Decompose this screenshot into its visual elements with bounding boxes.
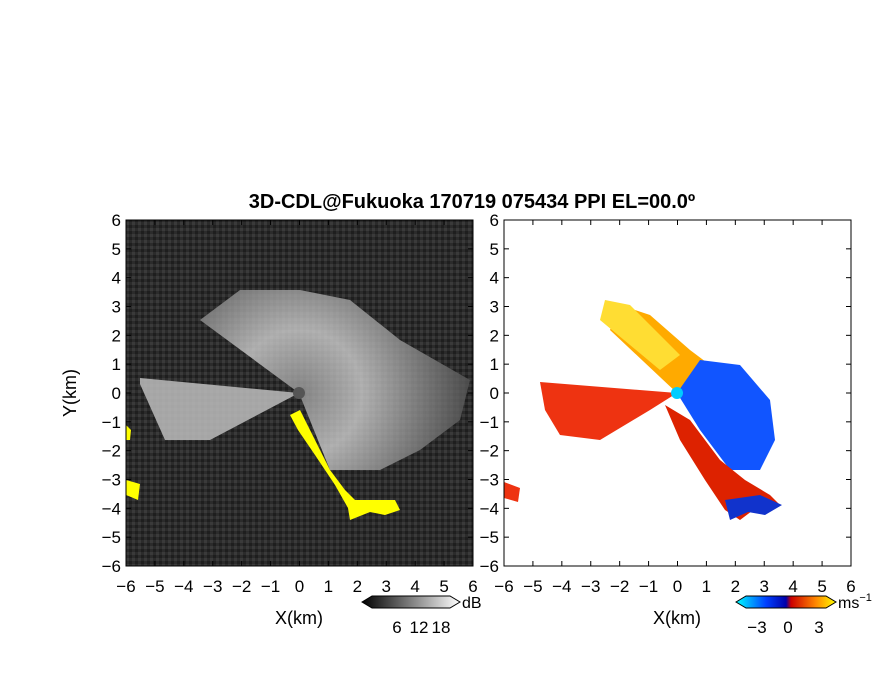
left-y-ticks: −6 −5 −4 −3 −2 −1 0 1 2 3 4 5 6: [102, 211, 473, 576]
right-x-tick-label: 3: [760, 577, 769, 596]
left-x-tick-label: −3: [203, 577, 222, 596]
left-y-tick-label: −6: [102, 557, 121, 576]
left-y-tick-label: −5: [102, 528, 121, 547]
right-x-tick-label: 4: [788, 577, 797, 596]
right-edge-patch: [504, 482, 520, 502]
right-x-ticks: −6 −5 −4 −3 −2 −1 0 1 2 3 4 5 6: [494, 220, 856, 596]
left-colorbar-bar: [361, 595, 461, 609]
left-y-axis-label: Y(km): [60, 369, 80, 417]
right-colorbar-tick-label: −3: [747, 618, 766, 637]
right-y-tick-label: 3: [490, 298, 499, 317]
left-x-tick-label: 2: [353, 577, 362, 596]
left-x-tick-label: 0: [295, 577, 304, 596]
left-y-tick-label: 4: [112, 269, 121, 288]
right-y-tick-label: 1: [490, 355, 499, 374]
left-y-tick-label: −1: [102, 413, 121, 432]
right-yellow-fan-north: [600, 300, 680, 370]
right-panel: −6 −5 −4 −3 −2 −1 0 1 2 3 4 5 6 −6−5−4−3−2−10123456 …: [480, 211, 856, 628]
right-x-tick-label: 1: [702, 577, 711, 596]
left-colorbar-tick-label: 12: [410, 618, 429, 637]
right-x-tick-label: −5: [523, 577, 542, 596]
right-y-tick-label: 0: [490, 384, 499, 403]
left-x-tick-label: 4: [410, 577, 419, 596]
right-y-tick-label: −1: [480, 413, 499, 432]
right-x-tick-label: −4: [552, 577, 571, 596]
left-panel: −6 −5 −4 −3 −2 −1 0 1 2 3 4 5 6 −6−5−4−3−2−10123456 …: [60, 211, 478, 628]
left-x-tick-label: −6: [116, 577, 135, 596]
right-x-tick-label: 0: [673, 577, 682, 596]
left-colorbar-ticks: 6 12 18: [392, 618, 450, 637]
right-red-band-southeast: [665, 405, 780, 520]
left-x-ticks: −6 −5 −4 −3 −2 −1 0 1 2 3 4 5 6: [116, 220, 478, 596]
left-x-tick-label: −4: [174, 577, 193, 596]
left-y-tick-label: −4: [102, 499, 121, 518]
left-x-tick-label: 1: [324, 577, 333, 596]
right-y-ticks: −6 −5 −4 −3 −2 −1 0 1 2 3 4 5 6: [480, 211, 851, 576]
left-colorbar-tick-label: 6: [392, 618, 401, 637]
right-center-marker: [671, 387, 683, 399]
right-colorbar-ticks: −3 0 3: [747, 618, 823, 637]
left-y-tick-label: −3: [102, 471, 121, 490]
left-x-axis-label: X(km): [275, 608, 323, 628]
right-y-tick-label: −6: [480, 557, 499, 576]
right-y-tick-label: 2: [490, 326, 499, 345]
left-x-tick-label: 5: [439, 577, 448, 596]
right-y-tick-label: 5: [490, 240, 499, 259]
right-x-tick-label: −6: [494, 577, 513, 596]
left-y-tick-label: 6: [112, 211, 121, 230]
right-x-tick-label: −3: [581, 577, 600, 596]
left-intensity-field: [126, 290, 470, 520]
right-y-tick-label: 4: [490, 269, 499, 288]
left-y-tick-label: 1: [112, 355, 121, 374]
right-y-tick-label: −3: [480, 471, 499, 490]
right-colorbar-tick-label: 3: [814, 618, 823, 637]
left-y-tick-label: 2: [112, 326, 121, 345]
left-x-tick-label: −2: [232, 577, 251, 596]
right-colorbar-unit-base: ms: [838, 595, 859, 612]
right-blue-edge-southeast: [725, 495, 782, 520]
left-fan-west: [140, 378, 299, 440]
left-colorbar-tick-label: 18: [432, 618, 451, 637]
right-x-tick-label: −1: [639, 577, 658, 596]
figure-title: 3D-CDL@Fukuoka 170719 075434 PPI EL=00.0…: [249, 191, 695, 213]
left-x-tick-label: 6: [468, 577, 477, 596]
right-y-tick-label: −4: [480, 499, 499, 518]
left-y-tick-label: 0: [112, 384, 121, 403]
right-y-tick-label: 6: [490, 211, 499, 230]
left-yellow-edge: [126, 425, 140, 500]
left-y-tick-label: 3: [112, 298, 121, 317]
right-colorbar-bar: [735, 595, 837, 609]
left-colorbar: dB 6 12 18: [361, 595, 482, 637]
right-y-tick-label: −2: [480, 442, 499, 461]
right-colorbar-unit: ms−1: [838, 592, 872, 612]
left-x-tick-label: −1: [261, 577, 280, 596]
left-y-tick-label: −2: [102, 442, 121, 461]
left-center-marker: [293, 387, 305, 399]
right-x-tick-label: 5: [817, 577, 826, 596]
right-y-tick-label: −5: [480, 528, 499, 547]
right-colorbar: ms−1 −3 0 3: [735, 592, 872, 637]
left-fan-northeast: [200, 290, 470, 470]
right-colorbar-unit-exponent: −1: [859, 592, 872, 604]
right-blue-fan-east: [677, 360, 775, 470]
right-x-axis-label: X(km): [653, 608, 701, 628]
left-x-tick-label: 3: [382, 577, 391, 596]
left-yellow-band: [290, 410, 400, 520]
right-red-fan-west: [540, 382, 677, 440]
left-y-tick-label: 5: [112, 240, 121, 259]
right-velocity-field: [504, 300, 782, 520]
right-x-tick-label: −2: [610, 577, 629, 596]
right-colorbar-tick-label: 0: [783, 618, 792, 637]
left-x-tick-label: −5: [145, 577, 164, 596]
right-x-tick-label: 2: [731, 577, 740, 596]
right-x-tick-label: 6: [846, 577, 855, 596]
left-colorbar-unit: dB: [462, 595, 482, 612]
